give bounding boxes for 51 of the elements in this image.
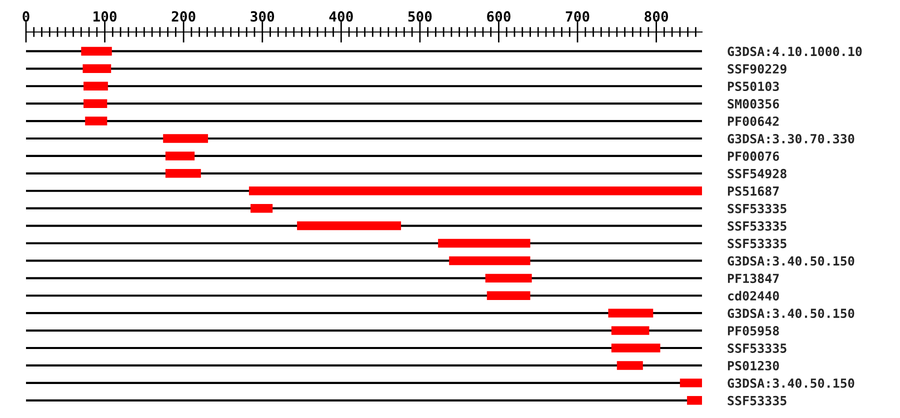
- y-tick-label: PF13847: [728, 274, 779, 284]
- bar: [81, 46, 112, 56]
- y-tick-label: PS50103: [728, 82, 779, 92]
- y-tick-label: SSF53335: [728, 343, 786, 353]
- y-tick-label: cd02440: [728, 290, 779, 301]
- bar: [84, 82, 108, 90]
- bar: [616, 361, 643, 370]
- y-tick-label: PF05958: [728, 326, 779, 336]
- x-tick-label: 800: [644, 11, 668, 22]
- bar: [165, 152, 195, 160]
- x-tick-label: 400: [329, 11, 353, 22]
- bar: [165, 169, 201, 178]
- y-tick-label: SM00356: [728, 99, 779, 109]
- y-tick-label: SSF53335: [728, 396, 786, 406]
- x-tick-label: 100: [94, 11, 116, 22]
- y-tick-label: PS51687: [728, 186, 779, 196]
- x-tick-label: 600: [487, 11, 510, 22]
- y-tick-label: G3DSA:3.40.50.150: [728, 256, 854, 266]
- bar: [250, 204, 273, 213]
- bar: [438, 238, 530, 248]
- y-tick-label: G3DSA:3.40.50.150: [728, 378, 854, 388]
- y-tick-label: PF00076: [728, 151, 779, 161]
- bar: [680, 378, 702, 388]
- y-tick-label: G3DSA:3.40.50.150: [728, 308, 854, 318]
- y-tick-label: PS01230: [728, 360, 779, 370]
- y-tick-label: PF00642: [728, 116, 779, 126]
- bar: [611, 344, 660, 352]
- bar: [163, 134, 208, 143]
- x-tick-label: 500: [408, 11, 432, 22]
- bar: [485, 274, 532, 283]
- bar: [84, 99, 108, 108]
- bar: [687, 396, 702, 405]
- bar: [608, 308, 654, 318]
- y-tick-label: SSF90229: [728, 64, 786, 74]
- bar: [82, 64, 112, 74]
- y-tick-label: G3DSA:3.30.70.330: [728, 134, 854, 144]
- y-tick-label: SSF53335: [728, 221, 786, 231]
- x-tick-label: 300: [250, 11, 274, 22]
- bar: [297, 221, 402, 230]
- x-tick-label: 200: [172, 11, 196, 22]
- x-tick-label: 0: [22, 11, 30, 22]
- x-tick-label: 700: [566, 11, 590, 22]
- y-tick-label: SSF53335: [728, 238, 786, 248]
- bar: [611, 326, 650, 335]
- y-tick-label: G3DSA:4.10.1000.10: [728, 46, 862, 56]
- bar: [85, 116, 108, 126]
- y-tick-label: SSF53335: [728, 204, 786, 214]
- y-tick-label: SSF54928: [728, 168, 786, 178]
- bar: [248, 186, 702, 196]
- bar: [486, 291, 530, 300]
- bar: [449, 256, 530, 266]
